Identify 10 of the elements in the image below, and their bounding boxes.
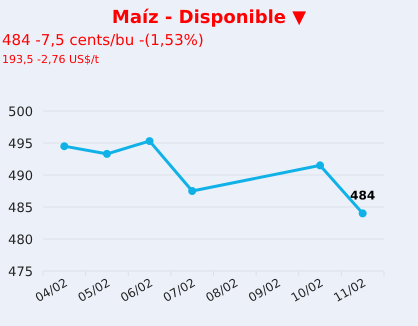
y-tick-label: 490 bbox=[8, 169, 33, 184]
chart-subtitle: 484 -7,5 cents/bu -(1,53%) bbox=[2, 31, 204, 49]
y-tick-label: 480 bbox=[8, 233, 33, 248]
chart-title: Maíz - Disponible ▼ bbox=[112, 7, 306, 28]
y-tick-label: 485 bbox=[8, 201, 33, 216]
y-tick-label: 475 bbox=[8, 265, 33, 280]
y-tick-label: 495 bbox=[8, 137, 33, 152]
y-tick-label: 500 bbox=[8, 105, 33, 120]
data-label: 484 bbox=[350, 188, 376, 202]
text: 193,5 -2,76 US$/t bbox=[2, 53, 100, 66]
